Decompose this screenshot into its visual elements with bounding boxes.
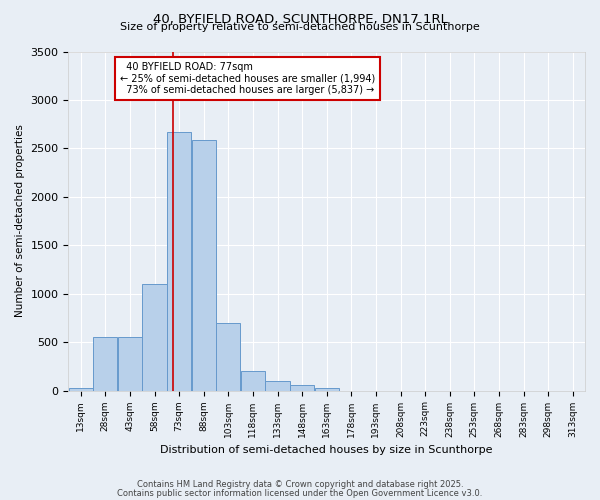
Bar [216, 323, 241, 390]
Bar [93, 338, 118, 390]
Text: Contains public sector information licensed under the Open Government Licence v3: Contains public sector information licen… [118, 488, 482, 498]
X-axis label: Distribution of semi-detached houses by size in Scunthorpe: Distribution of semi-detached houses by … [160, 445, 493, 455]
Bar [68, 388, 93, 390]
Bar [241, 371, 265, 390]
Bar [167, 132, 191, 390]
Bar [314, 388, 339, 390]
Bar [290, 385, 314, 390]
Text: Size of property relative to semi-detached houses in Scunthorpe: Size of property relative to semi-detach… [120, 22, 480, 32]
Bar [142, 284, 167, 391]
Bar [191, 140, 216, 390]
Text: 40 BYFIELD ROAD: 77sqm
← 25% of semi-detached houses are smaller (1,994)
  73% o: 40 BYFIELD ROAD: 77sqm ← 25% of semi-det… [120, 62, 376, 95]
Text: 40, BYFIELD ROAD, SCUNTHORPE, DN17 1RL: 40, BYFIELD ROAD, SCUNTHORPE, DN17 1RL [152, 12, 448, 26]
Bar [265, 381, 290, 390]
Text: Contains HM Land Registry data © Crown copyright and database right 2025.: Contains HM Land Registry data © Crown c… [137, 480, 463, 489]
Y-axis label: Number of semi-detached properties: Number of semi-detached properties [15, 124, 25, 318]
Bar [118, 338, 142, 390]
